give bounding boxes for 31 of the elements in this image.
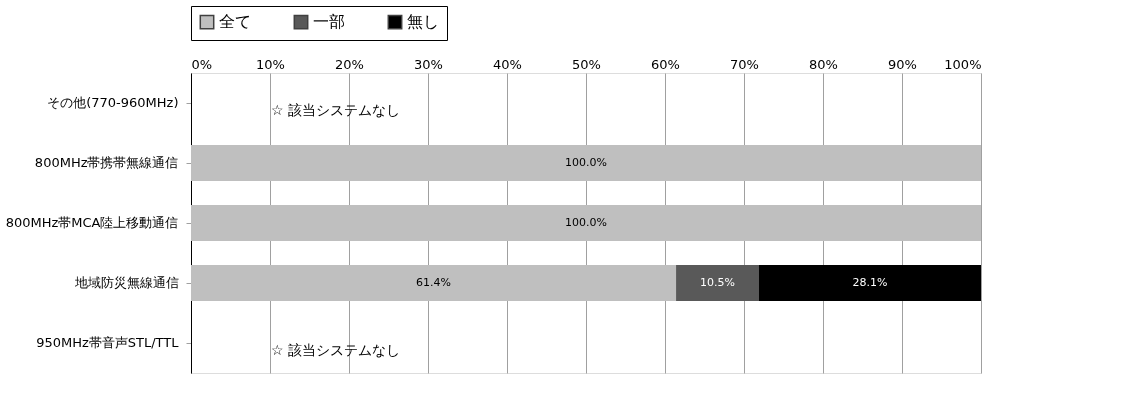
x-tick-label: 90%: [888, 56, 917, 72]
bar: [191, 265, 677, 301]
y-tick-label: 地域防災無線通信: [73, 275, 179, 290]
data-label: 61.4%: [416, 276, 452, 289]
x-tick-label: 20%: [335, 56, 364, 72]
x-tick-label: 30%: [414, 56, 443, 72]
x-tick-label: 100%: [944, 56, 982, 72]
annotation: ☆ 該当システムなし: [271, 102, 401, 118]
x-tick-label: 70%: [730, 56, 759, 72]
bar: [191, 205, 981, 241]
legend-label: 無し: [407, 12, 439, 32]
bar: [759, 265, 981, 301]
data-label: 28.1%: [852, 276, 888, 289]
bar: [191, 145, 981, 181]
x-tick-label: 80%: [809, 56, 838, 72]
data-label: 100.0%: [565, 216, 607, 229]
data-label: 100.0%: [565, 156, 607, 169]
data-label: 10.5%: [700, 276, 736, 289]
y-tick-label: 800MHz帯携帯無線通信: [34, 155, 179, 170]
bar: [676, 265, 760, 301]
x-tick-label: 50%: [572, 56, 601, 72]
legend-label: 全て: [219, 12, 251, 32]
y-tick-label: その他(770-960MHz): [47, 95, 179, 110]
y-tick-label: 950MHz帯音声STL/TTL: [36, 335, 180, 350]
x-tick-label: 40%: [493, 56, 522, 72]
x-tick-label: 60%: [651, 56, 680, 72]
x-tick-label: 10%: [256, 56, 285, 72]
x-tick-label: 0%: [191, 56, 213, 72]
legend-label: 一部: [313, 12, 345, 32]
annotation: ☆ 該当システムなし: [271, 342, 401, 358]
y-tick-label: 800MHz帯MCA陸上移動通信: [5, 215, 179, 230]
